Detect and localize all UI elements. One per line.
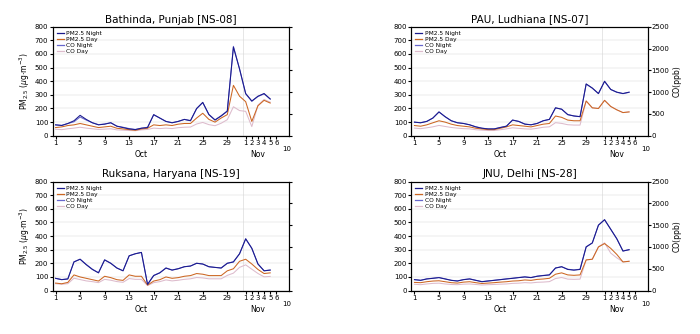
Legend: PM2.5 Night, PM2.5 Day, CO Night, CO Day: PM2.5 Night, PM2.5 Day, CO Night, CO Day	[55, 184, 103, 210]
Text: Oct: Oct	[494, 150, 507, 159]
Text: Nov: Nov	[251, 305, 265, 314]
Legend: PM2.5 Night, PM2.5 Day, CO Night, CO Day: PM2.5 Night, PM2.5 Day, CO Night, CO Day	[414, 184, 462, 210]
Text: Nov: Nov	[251, 150, 265, 159]
Text: Oct: Oct	[135, 150, 148, 159]
Text: Oct: Oct	[135, 305, 148, 314]
Title: Ruksana, Haryana [NS-19]: Ruksana, Haryana [NS-19]	[102, 169, 239, 179]
Text: Oct: Oct	[494, 305, 507, 314]
Text: Nov: Nov	[610, 150, 624, 159]
Legend: PM2.5 Night, PM2.5 Day, CO Night, CO Day: PM2.5 Night, PM2.5 Day, CO Night, CO Day	[414, 30, 462, 55]
Y-axis label: CO(ppb): CO(ppb)	[673, 220, 681, 252]
Text: 10: 10	[282, 146, 291, 152]
Title: Bathinda, Punjab [NS-08]: Bathinda, Punjab [NS-08]	[105, 15, 237, 25]
Text: 10: 10	[641, 146, 650, 152]
Y-axis label: PM$_{2.5}$ ($\mu$g$\cdot$m$^{-3}$): PM$_{2.5}$ ($\mu$g$\cdot$m$^{-3}$)	[18, 52, 32, 110]
Title: JNU, Delhi [NS-28]: JNU, Delhi [NS-28]	[482, 169, 577, 179]
Text: 10: 10	[282, 301, 291, 307]
Y-axis label: CO(ppb): CO(ppb)	[673, 65, 681, 97]
Legend: PM2.5 Night, PM2.5 Day, CO Night, CO Day: PM2.5 Night, PM2.5 Day, CO Night, CO Day	[55, 30, 103, 55]
Title: PAU, Ludhiana [NS-07]: PAU, Ludhiana [NS-07]	[470, 15, 588, 25]
Text: Nov: Nov	[610, 305, 624, 314]
Text: 10: 10	[641, 301, 650, 307]
Y-axis label: PM$_{2.5}$ ($\mu$g$\cdot$m$^{-3}$): PM$_{2.5}$ ($\mu$g$\cdot$m$^{-3}$)	[18, 207, 32, 265]
